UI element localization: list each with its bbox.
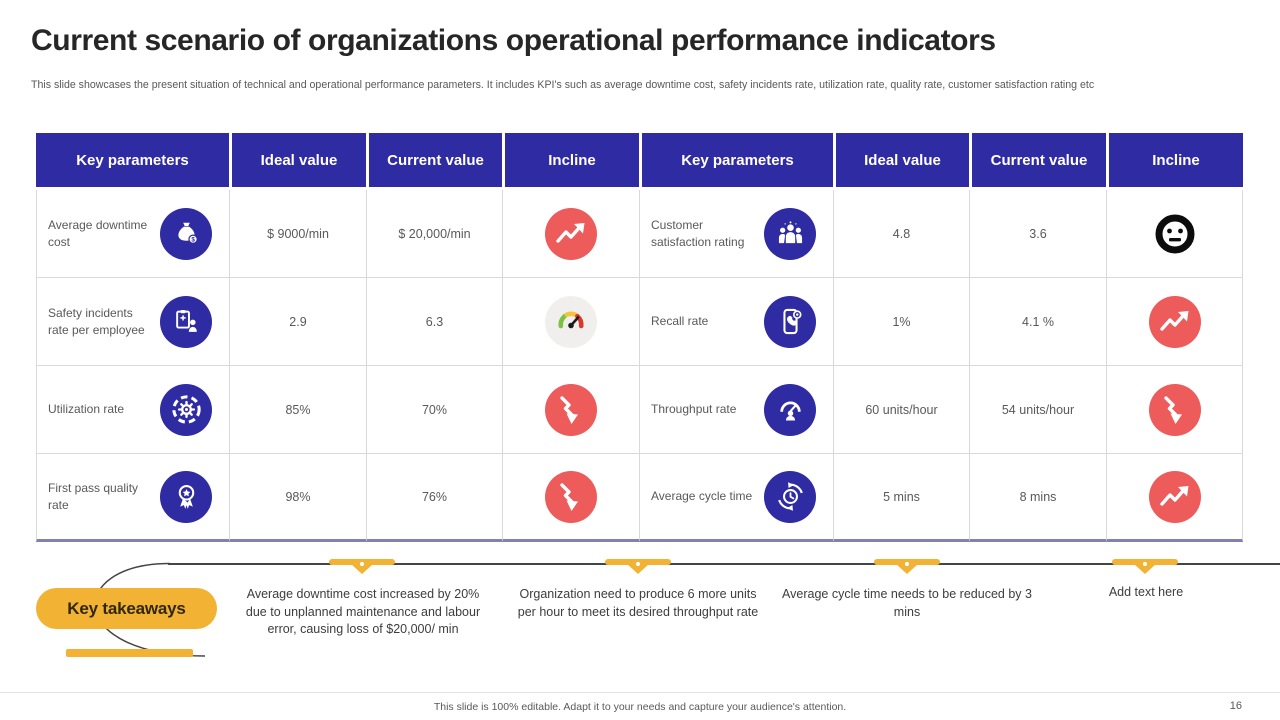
page-number: 16 [1229, 700, 1242, 712]
column-header-incline: Incline [1106, 133, 1243, 190]
ideal-value-cell: 2.9 [229, 278, 366, 366]
kpi-table: Key parameters Ideal value Current value… [36, 133, 1243, 542]
key-takeaways-button[interactable]: Key takeaways [36, 588, 217, 629]
add-text-placeholder[interactable]: Add text here [1108, 585, 1184, 599]
incline-cell [502, 278, 639, 366]
callout-marker-icon [1112, 557, 1178, 575]
ideal-value-cell: 85% [229, 366, 366, 454]
callout-marker-icon [329, 557, 395, 575]
clipboard-person-icon [160, 295, 212, 348]
current-value-cell: $ 20,000/min [366, 190, 502, 278]
current-value-cell: 6.3 [366, 278, 502, 366]
trend-up-icon [1149, 471, 1201, 523]
ideal-value-cell: 5 mins [833, 454, 969, 542]
gear-icon [160, 383, 212, 436]
ideal-value-cell: 4.8 [833, 190, 969, 278]
incline-cell [502, 366, 639, 454]
column-header-ideal-value: Ideal value [833, 133, 969, 190]
timeline-line [168, 563, 1280, 565]
slide-subtitle: This slide showcases the present situati… [31, 79, 1095, 91]
ideal-value-cell: $ 9000/min [229, 190, 366, 278]
param-label: Throughput rate [651, 402, 737, 417]
footer-divider [0, 692, 1280, 693]
incline-cell [1106, 278, 1243, 366]
ideal-value-cell: 1% [833, 278, 969, 366]
param-label: Safety incidents rate per employee [48, 306, 145, 337]
award-ribbon-icon [160, 470, 212, 523]
footer-note: This slide is 100% editable. Adapt it to… [433, 701, 847, 713]
gauge-icon [545, 296, 597, 348]
current-value-cell: 4.1 % [969, 278, 1106, 366]
param-label: Customer satisfaction rating [651, 218, 745, 249]
neutral-face-icon [1149, 208, 1201, 260]
param-label: Average cycle time [651, 489, 753, 504]
phone-gear-icon [764, 295, 816, 348]
incline-cell [502, 454, 639, 542]
incline-cell [1106, 454, 1243, 542]
column-header-ideal-value: Ideal value [229, 133, 366, 190]
incline-cell [502, 190, 639, 278]
callout-marker-icon [874, 557, 940, 575]
table-row: Average cycle time [639, 454, 833, 542]
table-row: Throughput rate [639, 366, 833, 454]
ideal-value-cell: 60 units/hour [833, 366, 969, 454]
current-value-cell: 70% [366, 366, 502, 454]
trend-up-icon [545, 208, 597, 260]
param-label: First pass quality rate [48, 481, 139, 512]
money-bag-icon [160, 207, 212, 260]
trend-down-icon [1149, 384, 1201, 436]
table-row: Average downtime cost [36, 190, 229, 278]
current-value-cell: 8 mins [969, 454, 1106, 542]
table-row: Customer satisfaction rating [639, 190, 833, 278]
param-label: Average downtime cost [48, 218, 148, 249]
trend-down-icon [545, 384, 597, 436]
column-header-key-parameters: Key parameters [639, 133, 833, 190]
table-row: Safety incidents rate per employee [36, 278, 229, 366]
column-header-incline: Incline [502, 133, 639, 190]
column-header-current-value: Current value [969, 133, 1106, 190]
incline-cell [1106, 190, 1243, 278]
page-title: Current scenario of organizations operat… [31, 24, 996, 57]
takeaway-text-cycle-time: Average cycle time needs to be reduced b… [782, 587, 1032, 619]
trend-up-icon [1149, 296, 1201, 348]
callout-marker-icon [605, 557, 671, 575]
current-value-cell: 54 units/hour [969, 366, 1106, 454]
ideal-value-cell: 98% [229, 454, 366, 542]
takeaway-text-downtime: Average downtime cost increased by 20% d… [245, 587, 481, 636]
key-takeaways-underline [66, 649, 193, 657]
column-header-key-parameters: Key parameters [36, 133, 229, 190]
incline-cell [1106, 366, 1243, 454]
takeaway-text-throughput: Organization need to produce 6 more unit… [517, 587, 759, 619]
current-value-cell: 3.6 [969, 190, 1106, 278]
clock-refresh-icon [764, 470, 816, 523]
param-label: Utilization rate [48, 402, 125, 417]
param-label: Recall rate [651, 314, 709, 329]
table-row: Recall rate [639, 278, 833, 366]
current-value-cell: 76% [366, 454, 502, 542]
table-row: First pass quality rate [36, 454, 229, 542]
table-row: Utilization rate [36, 366, 229, 454]
column-header-current-value: Current value [366, 133, 502, 190]
trend-down-icon [545, 471, 597, 523]
team-icon [764, 207, 816, 260]
speedometer-person-icon [764, 383, 816, 436]
